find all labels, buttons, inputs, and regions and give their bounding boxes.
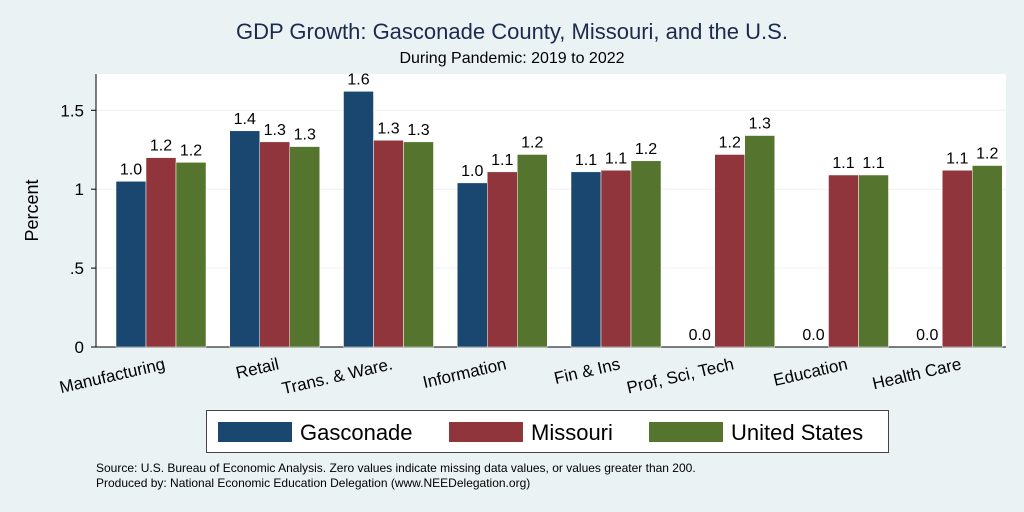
x-tick-label: Manufacturing [58, 354, 167, 397]
data-label: 1.0 [120, 161, 142, 178]
x-tick-label: Trans. & Ware. [280, 354, 394, 398]
legend-label-united-states: United States [731, 420, 864, 445]
data-label: 0.0 [689, 327, 711, 344]
legend-swatch-gasconade [218, 422, 292, 442]
bar-united-states [403, 141, 434, 348]
x-tick-label: Health Care [870, 354, 963, 393]
bar-gasconade [570, 171, 602, 348]
data-label: 0.0 [802, 327, 824, 344]
bar-missouri [487, 171, 518, 348]
source-note: Source: U.S. Bureau of Economic Analysis… [96, 461, 696, 475]
bar-united-states [744, 135, 775, 348]
bar-united-states [972, 165, 1003, 348]
x-tick-label: Fin & Ins [552, 354, 622, 388]
data-label: 1.2 [719, 134, 741, 151]
x-tick-label: Information [421, 354, 508, 392]
x-tick-label: Education [771, 354, 849, 390]
data-label: 1.1 [575, 152, 597, 169]
legend-label-missouri: Missouri [531, 420, 613, 445]
y-tick-label: 1 [75, 180, 84, 199]
data-label: 0.0 [916, 327, 938, 344]
data-label: 1.4 [234, 111, 256, 128]
data-label: 1.2 [521, 134, 543, 151]
bar-united-states [289, 146, 320, 348]
bar-gasconade [115, 181, 147, 348]
data-label: 1.1 [605, 150, 627, 167]
data-label: 1.3 [749, 116, 771, 133]
produced-by-note: Produced by: National Economic Education… [96, 476, 531, 490]
x-tick-label: Retail [234, 354, 281, 382]
bar-missouri [373, 140, 404, 348]
bar-united-states [858, 174, 889, 348]
data-label: 1.2 [180, 142, 202, 159]
bar-united-states [630, 160, 662, 348]
y-axis-label: Percent [22, 179, 42, 241]
data-label: 1.2 [635, 141, 657, 158]
bar-chart: 0 .5 1 1.5 Percent 1.0 1.2 1.2 Manufacturing 1.4 1… [22, 71, 1006, 398]
data-label: 1.3 [264, 122, 286, 139]
bar-united-states [517, 154, 548, 348]
legend-swatch-united-states [649, 422, 723, 442]
bar-united-states [175, 162, 207, 348]
data-label: 1.0 [461, 163, 483, 180]
bar-missouri [828, 174, 859, 348]
data-label: 1.1 [832, 155, 854, 172]
chart-subtitle: During Pandemic: 2019 to 2022 [399, 50, 625, 67]
data-label: 1.2 [976, 146, 998, 163]
bar-gasconade [229, 130, 260, 348]
data-label: 1.3 [407, 122, 429, 139]
x-tick-label: Prof, Sci, Tech [625, 354, 736, 397]
bar-missouri [259, 141, 290, 348]
bar-gasconade [457, 182, 488, 348]
chart-title: GDP Growth: Gasconade County, Missouri, … [236, 19, 788, 44]
data-label: 1.3 [377, 120, 399, 137]
bar-gasconade [343, 91, 374, 348]
data-label: 1.1 [946, 150, 968, 167]
y-tick-label: .5 [70, 259, 84, 278]
y-tick-label: 1.5 [60, 101, 84, 120]
data-label: 1.6 [347, 71, 369, 88]
data-label: 1.3 [294, 127, 316, 144]
bar-missouri [714, 154, 745, 348]
data-label: 1.2 [150, 138, 172, 155]
bar-missouri [942, 170, 973, 348]
data-label: 1.1 [491, 152, 513, 169]
legend-swatch-missouri [449, 422, 523, 442]
y-tick-label: 0 [75, 338, 84, 357]
legend: Gasconade Missouri United States [206, 410, 889, 453]
bar-missouri [600, 170, 632, 348]
legend-label-gasconade: Gasconade [300, 420, 413, 445]
bar-missouri [145, 157, 177, 348]
data-label: 1.1 [862, 155, 884, 172]
